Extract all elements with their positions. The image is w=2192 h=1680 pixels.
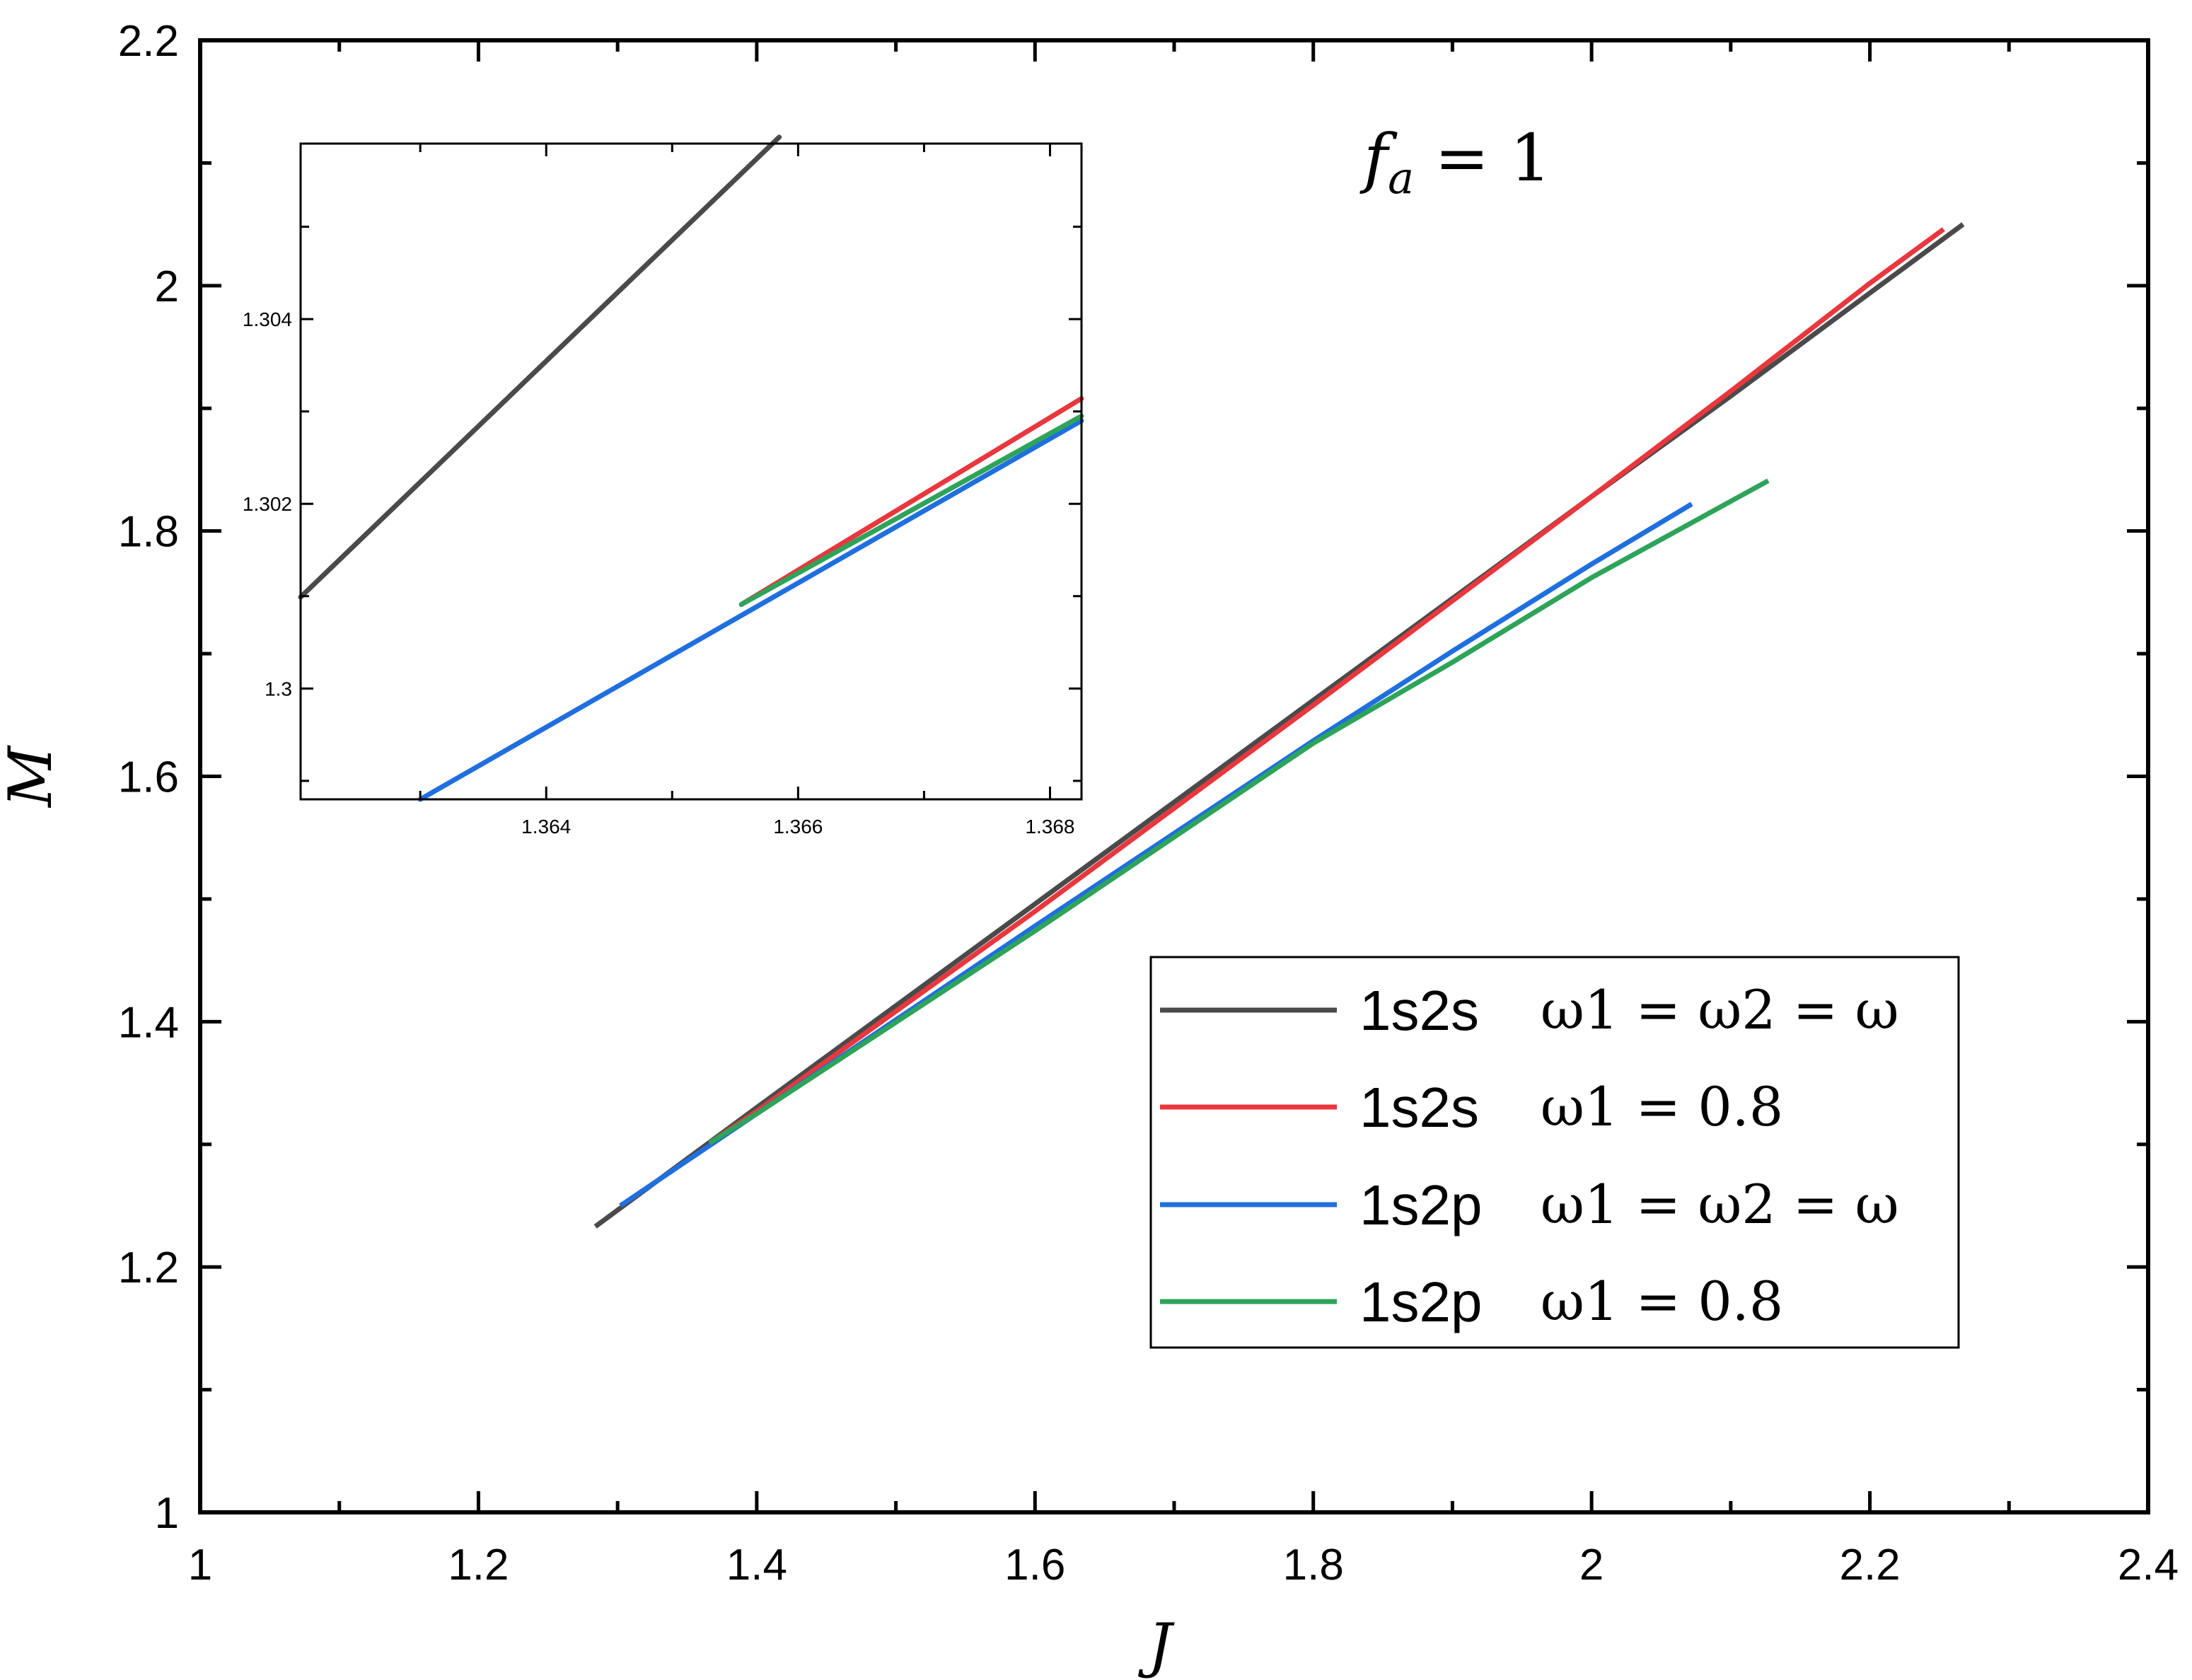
inset-y-tick-label: 1.304 [243,308,292,330]
series-line-2 [708,227,1945,1145]
series-line-4 [708,478,1770,1145]
y-tick-label: 1 [155,1489,179,1538]
inset-y-tick-label: 1.3 [265,678,292,700]
y-tick-label: 1.2 [118,1244,179,1292]
main-tick-labels: 1 1.2 1.4 1.6 1.8 2 2.2 2.4 1 1.2 1.4 1.6 1.8 2 2.2 [118,17,2179,1589]
legend-label: 1s2p [1359,1270,1482,1333]
inset-series-line-1 [298,134,782,600]
inset-series-line-2 [738,395,1084,607]
legend-label: 1s2s [1359,1076,1479,1139]
inset-series-line-4 [738,413,1084,607]
legend: 1s2s ω1 = ω2 = ω 1s2s ω1 = 0.8 1s2p ω1 = ω2 =… [1149,956,1960,1349]
legend-equation: ω1 = 0.8 [1541,1270,1783,1333]
main-plot-frame [198,38,2150,1514]
x-tick-label: 2.2 [1839,1541,1900,1589]
inset-tick-labels: 1.364 1.366 1.368 1.3 1.302 1.304 [243,308,1075,838]
x-tick-label: 1 [188,1541,212,1589]
y-tick-label: 2 [155,262,179,311]
x-tick-label: 1.2 [448,1541,509,1589]
legend-label: 1s2p [1359,1174,1482,1236]
inset-y-tick-label: 1.302 [243,493,292,515]
legend-label: 1s2s [1359,979,1479,1042]
inset-x-tick-label: 1.364 [521,816,571,838]
inset-x-tick-label: 1.368 [1025,816,1074,838]
legend-equation: ω1 = 0.8 [1541,1075,1783,1138]
inset-chart: 1.364 1.366 1.368 1.3 1.302 1.304 [243,134,1084,838]
y-tick-label: 1.6 [118,753,179,802]
x-tick-label: 1.8 [1283,1541,1344,1589]
y-tick-label: 1.8 [118,508,179,557]
inset-axis-ticks [301,144,1081,799]
inset-series-line-3 [417,418,1084,802]
inset-plot-frame [299,142,1083,801]
annotation-f-a: fa = 1 [1359,120,1551,204]
x-tick-label: 1.6 [1004,1541,1065,1589]
inset-plot-series [298,134,1084,802]
annotation-relation: = 1 [1414,120,1551,196]
legend-equation: ω1 = ω2 = ω [1541,978,1899,1041]
legend-box [1149,956,1960,1349]
x-tick-label: 2.4 [2118,1541,2179,1589]
legend-entries: 1s2s ω1 = ω2 = ω 1s2s ω1 = 0.8 1s2p ω1 = ω2 =… [1160,978,1899,1333]
legend-equation: ω1 = ω2 = ω [1541,1173,1899,1236]
y-axis-title: M [0,745,65,809]
x-tick-label: 1.4 [726,1541,787,1589]
annotation-subscript: a [1388,152,1414,204]
main-plot-series [593,222,1965,1229]
x-tick-label: 2 [1579,1541,1604,1589]
inset-x-tick-label: 1.366 [773,816,823,838]
y-tick-label: 2.2 [118,17,179,66]
y-tick-label: 1.4 [118,998,179,1047]
x-axis-title: J [1137,1611,1175,1680]
